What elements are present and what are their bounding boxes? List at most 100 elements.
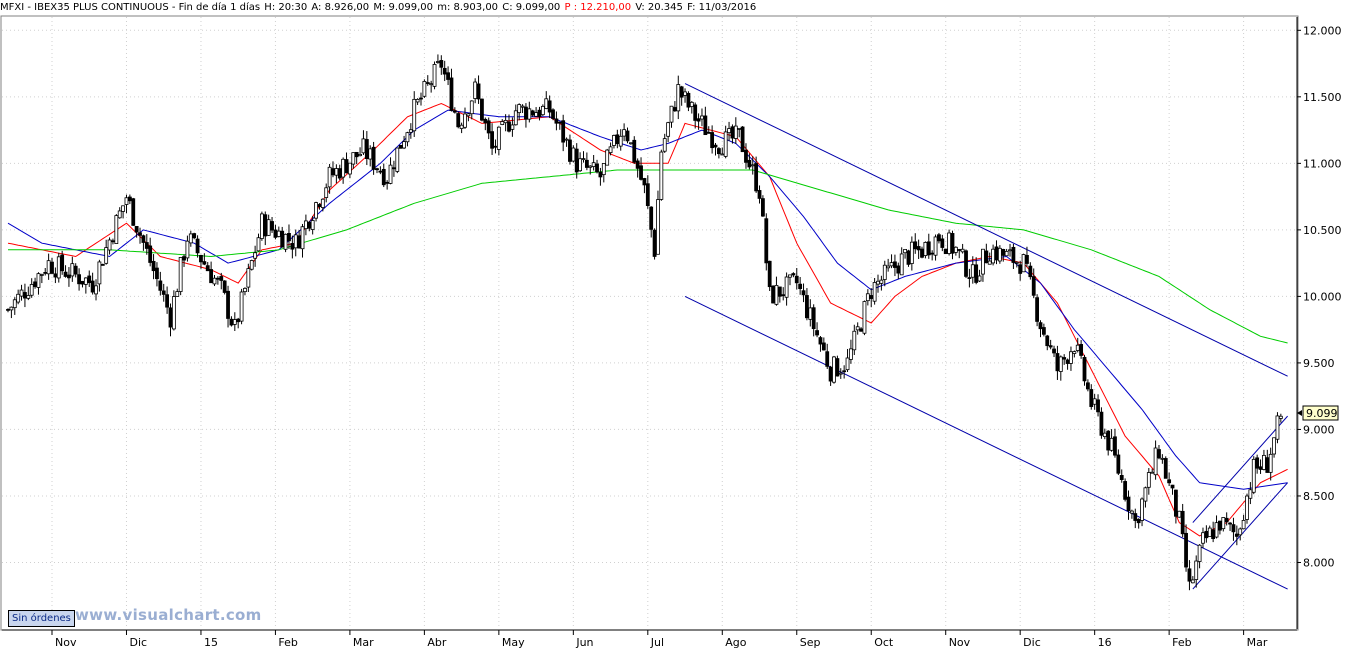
candle-body bbox=[80, 280, 85, 285]
candle-body bbox=[1038, 322, 1043, 330]
candle-body bbox=[1146, 472, 1151, 488]
candle-body bbox=[310, 220, 315, 230]
candle-body bbox=[882, 264, 887, 280]
candle-body bbox=[798, 283, 803, 290]
time-tick-label: 16 bbox=[1098, 636, 1112, 649]
candle-body bbox=[632, 139, 637, 163]
candle-body bbox=[1238, 528, 1243, 536]
candle-body bbox=[473, 81, 478, 99]
candle-body bbox=[1224, 517, 1229, 523]
time-tick-label: Mar bbox=[353, 636, 374, 649]
time-tick-label: Dic bbox=[129, 636, 147, 649]
candle-body bbox=[246, 268, 251, 288]
candle-body bbox=[720, 153, 725, 156]
candle-body bbox=[175, 291, 180, 297]
candle-body bbox=[131, 198, 136, 226]
candle-body bbox=[730, 126, 735, 139]
candle-body bbox=[1262, 454, 1266, 470]
candle-body bbox=[818, 337, 823, 345]
candle-body bbox=[56, 256, 61, 279]
candle-body bbox=[703, 115, 708, 136]
candle-body bbox=[361, 138, 366, 154]
candle-body bbox=[581, 158, 586, 161]
candle-body bbox=[700, 115, 704, 120]
time-tick-label: Nov bbox=[949, 636, 971, 649]
candle-body bbox=[161, 290, 166, 295]
candle-body bbox=[994, 246, 999, 261]
time-tick-label: Jul bbox=[650, 636, 664, 649]
candle-body bbox=[805, 295, 809, 319]
time-tick-label: Feb bbox=[278, 636, 297, 649]
time-tick-label: Jun bbox=[575, 636, 593, 649]
candle-body bbox=[849, 348, 853, 360]
candle-body bbox=[950, 233, 955, 254]
candle-body bbox=[63, 271, 68, 277]
candle-body bbox=[625, 130, 630, 142]
candle-body bbox=[215, 277, 220, 280]
candle-body bbox=[12, 299, 17, 309]
candle-body bbox=[73, 265, 78, 275]
candle-body bbox=[290, 243, 295, 250]
candle-body bbox=[933, 236, 938, 256]
candle-body bbox=[303, 220, 308, 230]
candle-body bbox=[466, 113, 471, 117]
candle-body bbox=[554, 118, 559, 124]
candle-body bbox=[693, 104, 698, 121]
candle-body bbox=[537, 109, 542, 118]
candle-body bbox=[337, 168, 342, 179]
candle-body bbox=[405, 132, 410, 143]
candle-body bbox=[1163, 458, 1168, 479]
candle-body bbox=[1109, 437, 1114, 451]
candle-body bbox=[943, 248, 948, 255]
candle-body bbox=[977, 275, 982, 282]
candle-body bbox=[757, 190, 762, 199]
candle-body bbox=[117, 210, 122, 219]
candle-body bbox=[903, 248, 907, 254]
candle-body bbox=[1268, 453, 1273, 473]
price-tick-label: 8.500 bbox=[1303, 490, 1335, 503]
candle-body bbox=[232, 319, 237, 325]
trend-line bbox=[1192, 415, 1288, 523]
candle-body bbox=[1031, 276, 1036, 296]
candle-body bbox=[1265, 457, 1270, 473]
candle-body bbox=[1187, 568, 1192, 582]
price-tag-arrow bbox=[1297, 410, 1302, 416]
candle-body bbox=[645, 183, 650, 207]
candle-body bbox=[249, 260, 254, 270]
candle-body bbox=[835, 358, 840, 377]
candle-body bbox=[432, 64, 437, 87]
candle-body bbox=[33, 281, 37, 287]
candle-body bbox=[229, 318, 234, 326]
candle-body bbox=[1123, 481, 1128, 500]
candle-body bbox=[1113, 436, 1117, 456]
candle-body bbox=[392, 167, 396, 170]
candle-body bbox=[371, 146, 376, 170]
candle-body bbox=[771, 285, 775, 304]
candle-body bbox=[761, 198, 765, 217]
time-tick-label: Dic bbox=[1023, 636, 1041, 649]
candle-body bbox=[896, 265, 901, 274]
candle-body bbox=[591, 162, 596, 167]
candle-body bbox=[1170, 484, 1175, 489]
candle-body bbox=[696, 118, 701, 122]
candle-body bbox=[601, 163, 606, 176]
price-tick-label: 12.000 bbox=[1303, 24, 1342, 37]
candle-body bbox=[723, 131, 728, 157]
last-price-tag: 9.099 bbox=[1297, 405, 1339, 421]
candle-body bbox=[19, 289, 24, 297]
candle-body bbox=[540, 105, 545, 116]
candle-body bbox=[1052, 348, 1056, 354]
candle-body bbox=[1069, 351, 1073, 364]
candle-body bbox=[1058, 356, 1063, 372]
candle-body bbox=[642, 178, 647, 186]
candle-body bbox=[960, 248, 965, 253]
candle-body bbox=[507, 121, 511, 132]
candle-body bbox=[263, 214, 268, 237]
candle-body bbox=[486, 120, 491, 134]
candle-body bbox=[446, 72, 450, 80]
candle-body bbox=[266, 219, 271, 236]
orders-button[interactable]: Sin órdenes bbox=[8, 610, 75, 627]
candle-body bbox=[656, 199, 660, 255]
candle-body bbox=[1045, 335, 1050, 347]
candle-body bbox=[1231, 524, 1236, 533]
